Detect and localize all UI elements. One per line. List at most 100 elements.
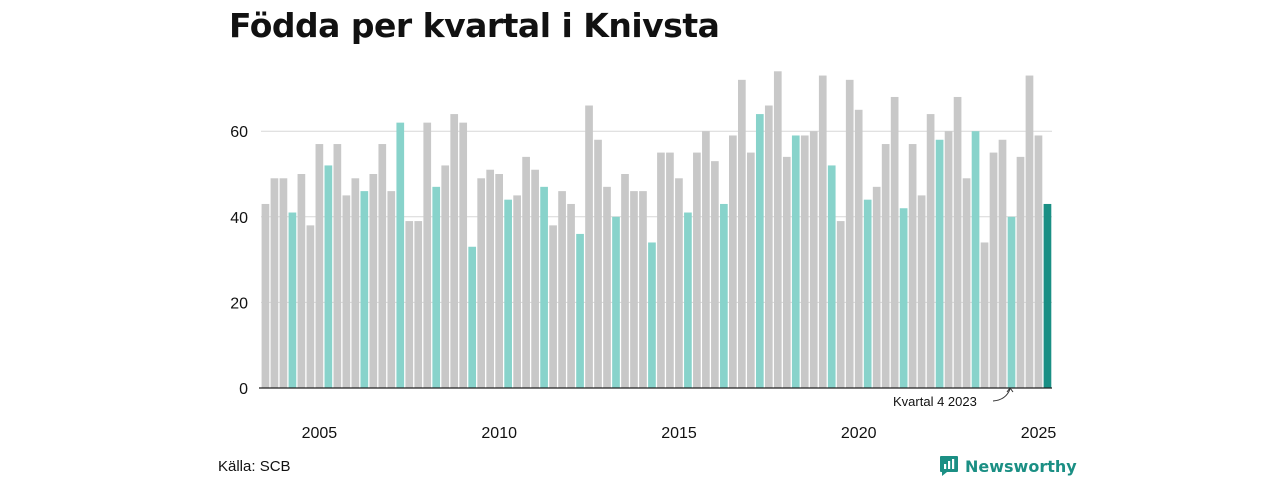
- bar-2009-q3: [477, 178, 486, 388]
- bar-2013-q4: [630, 191, 638, 388]
- bar-2016-q1: [711, 161, 719, 388]
- bar-2003-q4: [270, 178, 279, 388]
- bar-2011-q2: [540, 186, 548, 388]
- bar-2008-q1: [423, 122, 432, 388]
- bar-2004-q4: [306, 225, 315, 388]
- bar-2020-q2: [863, 199, 872, 388]
- bar-2014-q4: [666, 152, 674, 388]
- bar-2015-q1: [675, 178, 683, 388]
- bar-2022-q2: [935, 139, 944, 388]
- bar-2009-q1: [459, 122, 468, 388]
- bar-2016-q4: [738, 79, 746, 388]
- bar-2018-q4: [809, 131, 818, 388]
- bar-2017-q2: [755, 114, 764, 388]
- annotation-arrow: [992, 388, 1011, 402]
- bar-2007-q1: [387, 191, 396, 388]
- bar-2012-q1: [567, 203, 575, 388]
- bar-2013-q3: [621, 174, 629, 388]
- brand-name: Newsworthy: [965, 456, 1077, 476]
- bar-2019-q2: [827, 165, 836, 388]
- bar-2023-q1: [962, 178, 971, 388]
- bar-2015-q3: [693, 152, 701, 388]
- bar-2009-q4: [486, 169, 495, 388]
- bar-2025-q2: [1043, 203, 1052, 388]
- bar-2020-q3: [872, 186, 881, 388]
- bar-2006-q4: [378, 144, 387, 388]
- bar-2021-q3: [908, 144, 917, 388]
- brand-logo: Newsworthy: [939, 455, 1077, 477]
- bar-2016-q2: [720, 203, 728, 388]
- x-axis-tick-labels: 2005 2010 2015 2020 2025: [302, 425, 1057, 442]
- bar-2021-q1: [890, 96, 899, 389]
- source-label: Källa: SCB: [218, 458, 291, 475]
- bar-2005-q2: [324, 165, 333, 388]
- annotation-label: Kvartal 4 2023: [893, 394, 977, 409]
- bar-2004-q1: [279, 178, 288, 388]
- y-axis-tick-labels: 0 20 40 60: [230, 124, 248, 398]
- y-tick-label: 0: [239, 381, 248, 398]
- y-tick-label: 60: [230, 124, 248, 141]
- y-tick-label: 20: [230, 295, 248, 312]
- bar-2014-q1: [639, 191, 647, 388]
- x-tick-label: 2020: [841, 425, 877, 442]
- bar-2008-q4: [450, 114, 459, 388]
- bar-2014-q3: [657, 152, 665, 388]
- bar-2006-q2: [360, 191, 369, 388]
- x-tick-label: 2015: [661, 425, 697, 442]
- bar-2007-q4: [414, 221, 423, 388]
- bar-2024-q4: [1025, 75, 1034, 388]
- bar-2023-q3: [980, 242, 989, 388]
- bar-2006-q3: [369, 174, 378, 388]
- bar-2019-q3: [836, 221, 845, 388]
- bar-2012-q2: [576, 233, 584, 388]
- bar-2025-q1: [1034, 135, 1043, 388]
- annotation: Kvartal 4 2023: [893, 387, 1014, 409]
- bar-2020-q1: [854, 109, 863, 389]
- bar-2011-q3: [549, 225, 557, 388]
- bar-2015-q2: [684, 212, 692, 388]
- bar-2010-q4: [522, 156, 530, 388]
- annotation-arrowhead: [1006, 387, 1014, 393]
- bar-2018-q2: [791, 135, 800, 388]
- bar-2013-q1: [603, 186, 611, 388]
- bars: [261, 71, 1052, 389]
- bar-2024-q1: [998, 139, 1007, 388]
- bar-2017-q1: [746, 152, 755, 388]
- bar-2004-q3: [297, 174, 306, 388]
- bar-2018-q1: [782, 156, 791, 388]
- y-tick-label: 40: [230, 210, 248, 227]
- chart-title: Födda per kvartal i Knivsta: [229, 6, 720, 45]
- bar-2005-q4: [342, 195, 351, 388]
- bar-2019-q1: [818, 75, 827, 388]
- bar-2008-q3: [441, 165, 450, 388]
- newsworthy-logo-icon: [940, 456, 958, 476]
- bar-2004-q2: [288, 212, 297, 388]
- bar-2023-q4: [989, 152, 998, 388]
- bar-2008-q2: [432, 186, 441, 388]
- bar-2021-q4: [917, 195, 926, 388]
- bar-2010-q1: [495, 174, 503, 388]
- bar-2007-q2: [396, 122, 405, 388]
- x-tick-label: 2010: [481, 425, 517, 442]
- bar-2020-q4: [881, 144, 890, 388]
- bar-2018-q3: [800, 135, 809, 388]
- bar-2012-q4: [594, 139, 602, 388]
- bar-2006-q1: [351, 178, 360, 388]
- bar-2007-q3: [405, 221, 414, 388]
- bar-2011-q4: [558, 191, 566, 388]
- bar-2014-q2: [648, 242, 656, 388]
- bar-2021-q2: [899, 208, 908, 388]
- bar-2015-q4: [702, 131, 710, 388]
- bar-2009-q2: [468, 246, 477, 388]
- bar-2005-q3: [333, 144, 342, 388]
- bar-2012-q3: [585, 105, 593, 389]
- bar-2023-q2: [971, 131, 980, 388]
- bar-2017-q4: [773, 71, 782, 388]
- bar-2017-q3: [764, 105, 773, 389]
- bar-2013-q2: [612, 216, 620, 388]
- bar-2003-q3: [261, 203, 270, 388]
- x-tick-label: 2025: [1021, 425, 1057, 442]
- bar-2005-q1: [315, 144, 324, 388]
- bar-2024-q3: [1016, 156, 1025, 388]
